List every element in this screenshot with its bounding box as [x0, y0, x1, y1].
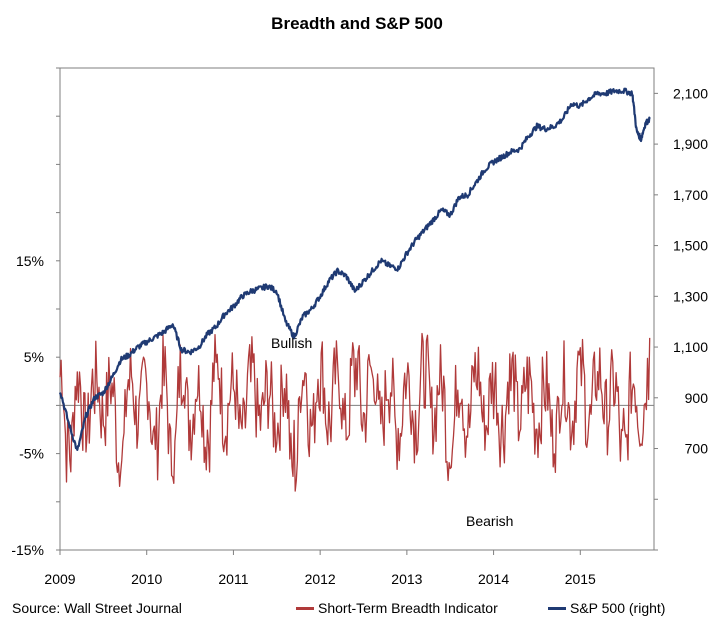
right-tick-label: 700 — [685, 441, 709, 457]
legend-swatch-sp500 — [548, 606, 566, 610]
x-tick-label: 2013 — [391, 571, 422, 587]
right-tick-label: 1,100 — [673, 339, 708, 355]
x-axis: 2009 2010 2011 2012 2013 2014 2015 — [44, 550, 596, 587]
right-tick-label: 1,900 — [673, 136, 708, 152]
left-tick-label: 15% — [16, 253, 44, 269]
legend-label-breadth: Short-Term Breadth Indicator — [318, 600, 498, 616]
x-tick-label: 2009 — [44, 571, 75, 587]
series-line-breadth — [59, 332, 651, 492]
left-tick-label: -15% — [11, 542, 44, 558]
right-tick-label: 2,100 — [673, 85, 708, 101]
legend-swatch-breadth — [296, 606, 314, 610]
series-line-sp500 — [58, 87, 651, 451]
legend-item-sp500: S&P 500 (right) — [548, 600, 665, 616]
legend-item-breadth: Short-Term Breadth Indicator — [296, 600, 498, 616]
x-tick-label: 2012 — [305, 571, 336, 587]
right-tick-label: 1,500 — [673, 238, 708, 254]
bullish-annotation: Bullish — [271, 335, 312, 351]
right-tick-label: 1,700 — [673, 187, 708, 203]
chart-title: Breadth and S&P 500 — [271, 14, 443, 33]
x-tick-label: 2011 — [218, 571, 248, 587]
x-tick-label: 2014 — [478, 571, 509, 587]
series-layer — [58, 87, 651, 541]
plot-frame — [59, 67, 655, 551]
x-tick-label: 2010 — [131, 571, 162, 587]
source-note: Source: Wall Street Journal — [12, 600, 182, 616]
x-tick-label: 2015 — [565, 571, 596, 587]
left-axis: 15% 5% -5% -15% — [11, 67, 60, 558]
right-axis: 700 900 1,100 1,300 1,500 1,700 1,900 2,100 — [654, 85, 709, 551]
right-tick-label: 1,300 — [673, 288, 708, 304]
bearish-annotation: Bearish — [466, 513, 513, 529]
left-tick-label: -5% — [19, 446, 44, 462]
left-tick-label: 5% — [24, 349, 44, 365]
legend-label-sp500: S&P 500 (right) — [570, 600, 666, 616]
right-tick-label: 900 — [685, 390, 709, 406]
